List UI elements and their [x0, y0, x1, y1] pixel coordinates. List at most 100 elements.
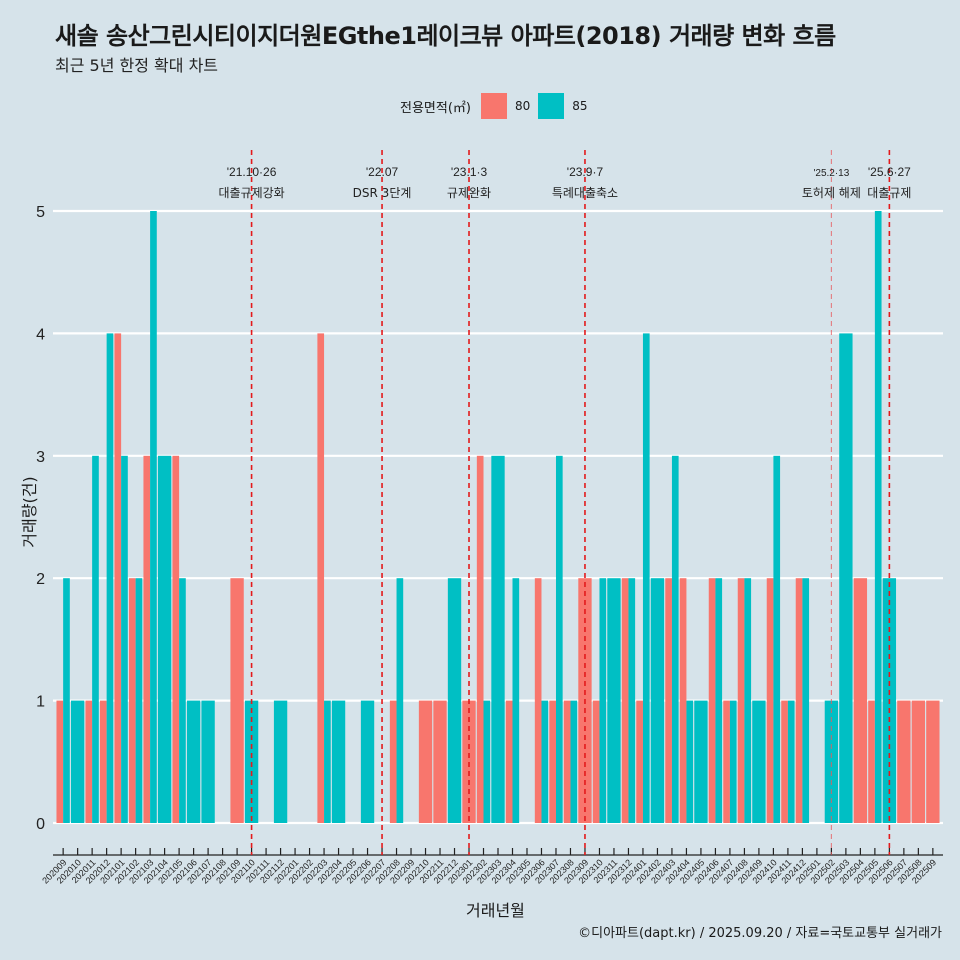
event-date-label: '22.07 — [366, 165, 399, 179]
bar-80 — [534, 578, 542, 823]
bar-80 — [636, 700, 643, 823]
bar-85 — [150, 211, 157, 823]
bar-80 — [621, 578, 629, 823]
bar-85 — [715, 578, 723, 823]
bar-80 — [868, 700, 875, 823]
bar-85 — [63, 578, 70, 823]
bar-85 — [824, 700, 839, 823]
bar-85 — [541, 700, 549, 823]
bar-80 — [85, 700, 93, 823]
bar-85 — [70, 700, 85, 823]
event-date-label: '23.9·7 — [567, 165, 604, 179]
bar-80 — [679, 578, 687, 823]
y-tick-label: 5 — [36, 204, 45, 221]
bar-85 — [273, 700, 288, 823]
bar-85 — [839, 333, 853, 823]
bar-85 — [92, 455, 99, 823]
bar-85 — [447, 578, 462, 823]
bar-85 — [121, 455, 128, 823]
bar-85 — [628, 578, 636, 823]
bar-80 — [433, 700, 447, 823]
y-tick-label: 1 — [36, 694, 45, 711]
bar-80 — [737, 578, 745, 823]
bar-85 — [135, 578, 143, 823]
bar-80 — [592, 700, 600, 823]
bar-85 — [802, 578, 810, 823]
bar-80 — [114, 333, 122, 823]
legend-label-80: 80 — [514, 99, 531, 113]
bar-80 — [766, 578, 774, 823]
bar-80 — [99, 700, 107, 823]
legend-key-80 — [480, 93, 507, 119]
bar-80 — [563, 700, 571, 823]
bar-80 — [505, 700, 513, 823]
event-desc-label: 규제완화 — [447, 186, 491, 200]
event-date-label: '25.6·27 — [868, 165, 911, 179]
bar-85 — [599, 578, 607, 823]
bar-80 — [462, 700, 476, 823]
bar-85 — [360, 700, 375, 823]
legend-title: 전용면적(㎡) — [400, 100, 471, 116]
bar-80 — [795, 578, 803, 823]
chart-subtitle: 최근 5년 한정 확대 차트 — [55, 56, 219, 75]
event-desc-label: 대출규제강화 — [218, 186, 284, 200]
bar-80 — [172, 455, 180, 823]
bar-85 — [694, 700, 708, 823]
y-axis-title: 거래량(건) — [20, 476, 39, 548]
bar-85 — [752, 700, 766, 823]
event-date-label: '23.1·3 — [451, 165, 488, 179]
y-tick-label: 2 — [36, 571, 45, 588]
event-desc-label: 특례대출축소 — [552, 186, 618, 200]
bar-80 — [897, 700, 911, 823]
bar-85 — [744, 578, 752, 823]
chart-title: 새솔 송산그린시티이지더원EGthe1레이크뷰 아파트(2018) 거래량 변화… — [55, 22, 836, 50]
bar-80 — [549, 700, 556, 823]
bar-85 — [729, 700, 737, 823]
bar-80 — [708, 578, 716, 823]
bar-80 — [476, 455, 484, 823]
event-desc-label: 토허제 해제 — [802, 186, 861, 200]
bar-85 — [570, 700, 578, 823]
bar-85 — [244, 700, 259, 823]
event-date-label: '21.10·26 — [227, 165, 277, 179]
bar-85 — [650, 578, 665, 823]
bar-80 — [418, 700, 433, 823]
event-desc-label: DSR 3단계 — [353, 186, 412, 200]
bar-85 — [491, 455, 505, 823]
event-date-label: '25.2·13 — [813, 168, 849, 179]
legend-key-85 — [538, 93, 565, 119]
bar-85 — [555, 455, 563, 823]
bar-85 — [787, 700, 795, 823]
bar-80 — [143, 455, 151, 823]
bar-80 — [926, 700, 940, 823]
bar-85 — [686, 700, 694, 823]
bar-85 — [512, 578, 520, 823]
source-caption: ©디아파트(dapt.kr) / 2025.09.20 / 자료=국토교통부 실… — [578, 926, 942, 941]
bar-85 — [106, 333, 114, 823]
bar-80 — [56, 700, 64, 823]
bar-80 — [128, 578, 136, 823]
bar-85 — [324, 700, 331, 823]
bar-80 — [781, 700, 788, 823]
bar-80 — [665, 578, 672, 823]
bar-85 — [201, 700, 215, 823]
bar-80 — [317, 333, 325, 823]
bar-80 — [389, 700, 397, 823]
y-tick-label: 0 — [36, 816, 45, 833]
bar-85 — [331, 700, 346, 823]
bar-85 — [773, 455, 781, 823]
bar-85 — [483, 700, 491, 823]
bar-85 — [642, 333, 650, 823]
legend: 전용면적(㎡) 80 85 — [400, 93, 596, 119]
bar-80 — [723, 700, 730, 823]
bar-85 — [396, 578, 404, 823]
bar-80 — [853, 578, 868, 823]
bar-85 — [874, 211, 882, 823]
bar-80 — [230, 578, 244, 823]
bar-80 — [911, 700, 926, 823]
y-tick-label: 3 — [36, 449, 45, 466]
bar-85 — [179, 578, 186, 823]
bar-85 — [157, 455, 172, 823]
legend-label-85: 85 — [572, 99, 588, 113]
